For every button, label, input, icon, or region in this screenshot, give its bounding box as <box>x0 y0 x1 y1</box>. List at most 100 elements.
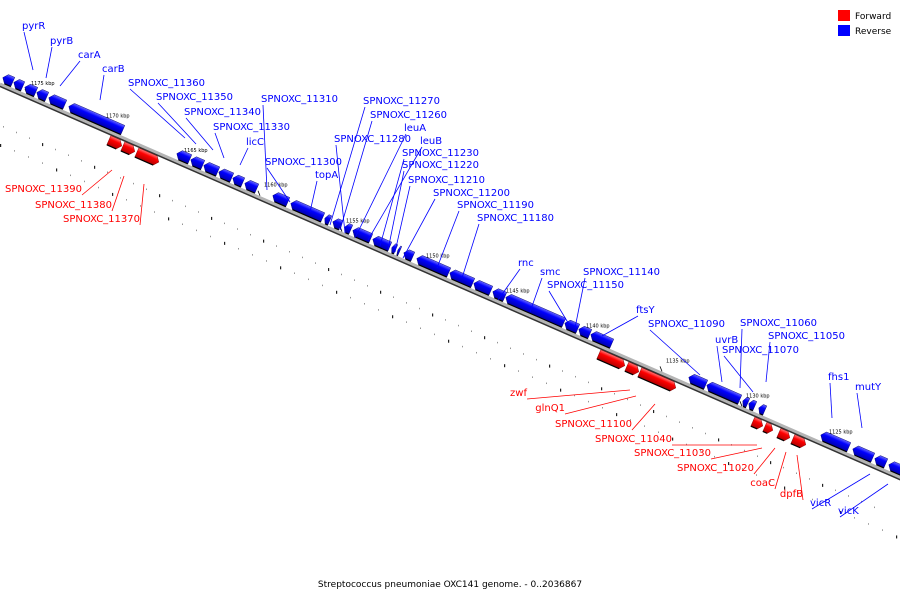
reverse-gene-arrow[interactable] <box>687 373 709 390</box>
gene-label-leub[interactable]: leuB <box>420 136 442 147</box>
gene-label-spnoxc-11310[interactable]: SPNOXC_11310 <box>261 94 338 105</box>
gene-label-spnoxc-11150[interactable]: SPNOXC_11150 <box>547 280 624 291</box>
map-caption: Streptococcus pneumoniae OXC141 genome. … <box>318 580 582 590</box>
gene-label-spnoxc-11190[interactable]: SPNOXC_11190 <box>457 200 534 211</box>
reverse-gene-arrow[interactable] <box>189 155 206 171</box>
reverse-gene-arrow[interactable] <box>243 179 260 194</box>
gene-label-pyrb[interactable]: pyrB <box>50 36 73 47</box>
gene-label-spnoxc-11030[interactable]: SPNOXC_11030 <box>634 448 711 459</box>
gene-label-spnoxc-11260[interactable]: SPNOXC_11260 <box>370 110 447 121</box>
guide-dot <box>523 353 524 355</box>
gene-label-topa[interactable]: topA <box>315 170 338 181</box>
reverse-gene-arrow[interactable] <box>747 399 758 412</box>
gene-label-spnoxc-11280[interactable]: SPNOXC_11280 <box>334 134 411 145</box>
leader-line-glnq1 <box>564 395 637 415</box>
gene-label-spnoxc-11050[interactable]: SPNOXC_11050 <box>768 331 845 342</box>
forward-gene-arrow[interactable] <box>596 349 627 371</box>
gene-label-spnoxc-11340[interactable]: SPNOXC_11340 <box>184 107 261 118</box>
gene-label-spnoxc-11270[interactable]: SPNOXC_11270 <box>363 96 440 107</box>
gene-label-spnoxc-11040[interactable]: SPNOXC_11040 <box>595 434 672 445</box>
gene-label-spnoxc-11020[interactable]: SPNOXC_11020 <box>677 463 754 474</box>
reverse-gene-arrow[interactable] <box>504 293 567 328</box>
forward-gene-arrow[interactable] <box>120 141 137 156</box>
forward-gene-arrow[interactable] <box>790 434 808 450</box>
reverse-gene-arrow[interactable] <box>231 173 246 188</box>
reverse-gene-arrow[interactable] <box>819 430 852 453</box>
forward-gene-arrow[interactable] <box>776 428 792 442</box>
gene-label-spnoxc-11300[interactable]: SPNOXC_11300 <box>265 157 342 168</box>
gene-label-spnoxc-11370[interactable]: SPNOXC_11370 <box>63 214 140 225</box>
reverse-gene-arrow[interactable] <box>202 161 221 177</box>
reverse-gene-arrow[interactable] <box>851 444 876 463</box>
gene-label-fhs1[interactable]: fhs1 <box>828 372 849 383</box>
reverse-gene-arrow[interactable] <box>396 245 403 257</box>
gene-label-spnoxc-11140[interactable]: SPNOXC_11140 <box>583 267 660 278</box>
gene-label-spnoxc-11090[interactable]: SPNOXC_11090 <box>648 319 725 330</box>
gene-label-spnoxc-11360[interactable]: SPNOXC_11360 <box>128 78 205 89</box>
reverse-gene-arrow[interactable] <box>217 167 235 183</box>
guide-dot <box>700 449 701 452</box>
reverse-gene-arrow[interactable] <box>873 454 889 469</box>
gene-label-licc[interactable]: licC <box>246 137 264 148</box>
gene-label-spnoxc-11180[interactable]: SPNOXC_11180 <box>477 213 554 224</box>
reverse-gene-arrow[interactable] <box>448 268 476 289</box>
gene-label-vicr[interactable]: vicR <box>810 498 831 509</box>
forward-gene-arrow[interactable] <box>750 416 765 431</box>
reverse-gene-arrow[interactable] <box>1 73 16 88</box>
gene-label-spnoxc-11350[interactable]: SPNOXC_11350 <box>156 92 233 103</box>
gene-label-glnq1[interactable]: glnQ1 <box>535 403 565 414</box>
gene-label-smc[interactable]: smc <box>540 267 560 278</box>
reverse-gene-arrow[interactable] <box>887 460 900 476</box>
gene-label-spnoxc-11380[interactable]: SPNOXC_11380 <box>35 200 112 211</box>
gene-label-spnoxc-11070[interactable]: SPNOXC_11070 <box>722 345 799 356</box>
reverse-gene-arrow[interactable] <box>351 226 374 244</box>
gene-label-pyrr[interactable]: pyrR <box>22 21 45 32</box>
forward-gene-arrow[interactable] <box>762 422 775 435</box>
reverse-gene-arrow[interactable] <box>35 88 50 102</box>
guide-dot <box>84 180 85 183</box>
reverse-gene-arrow[interactable] <box>741 396 751 409</box>
guide-dot <box>3 126 4 128</box>
gene-label-dpfb[interactable]: dpfB <box>780 489 803 500</box>
gene-label-carb[interactable]: carB <box>102 64 125 75</box>
reverse-gene-arrow[interactable] <box>12 78 26 92</box>
forward-gene-arrow[interactable] <box>106 135 124 151</box>
gene-label-spnoxc-11330[interactable]: SPNOXC_11330 <box>213 122 290 133</box>
gene-label-spnoxc-11210[interactable]: SPNOXC_11210 <box>408 175 485 186</box>
tick-mark <box>659 366 663 372</box>
forward-gene-arrow[interactable] <box>637 367 678 393</box>
gene-label-spnoxc-11220[interactable]: SPNOXC_11220 <box>402 160 479 171</box>
tick-mark <box>339 226 343 232</box>
gene-label-uvrb[interactable]: uvrB <box>715 335 738 346</box>
gene-label-vick[interactable]: vicK <box>838 506 859 517</box>
gene-label-ftsy[interactable]: ftsY <box>636 305 655 316</box>
reverse-gene-arrow[interactable] <box>175 149 193 165</box>
reverse-gene-arrow[interactable] <box>331 217 344 231</box>
gene-label-leua[interactable]: leuA <box>404 123 426 134</box>
gene-label-spnoxc-11230[interactable]: SPNOXC_11230 <box>402 148 479 159</box>
gene-label-rnc[interactable]: rnc <box>518 258 534 269</box>
forward-gene-arrow[interactable] <box>624 361 641 376</box>
reverse-gene-arrow[interactable] <box>402 248 416 262</box>
reverse-gene-arrow[interactable] <box>67 102 126 136</box>
gene-label-cara[interactable]: carA <box>78 50 101 61</box>
gene-label-spnoxc-11060[interactable]: SPNOXC_11060 <box>740 318 817 329</box>
reverse-gene-arrow[interactable] <box>705 381 743 405</box>
reverse-gene-arrow[interactable] <box>577 325 593 340</box>
reverse-gene-arrow[interactable] <box>47 93 68 110</box>
reverse-gene-arrow[interactable] <box>589 330 615 349</box>
reverse-gene-arrow[interactable] <box>757 403 768 416</box>
reverse-gene-arrow[interactable] <box>415 254 452 278</box>
reverse-gene-arrow[interactable] <box>23 83 39 98</box>
reverse-gene-arrow[interactable] <box>323 214 333 226</box>
gene-label-muty[interactable]: mutY <box>855 382 882 393</box>
gene-label-spnoxc-11100[interactable]: SPNOXC_11100 <box>555 419 632 430</box>
gene-label-spnoxc-11390[interactable]: SPNOXC_11390 <box>5 184 82 195</box>
forward-gene-arrow[interactable] <box>134 147 161 167</box>
reverse-gene-arrow[interactable] <box>472 279 494 296</box>
reverse-gene-arrow[interactable] <box>289 199 326 223</box>
reverse-gene-arrow[interactable] <box>343 222 354 235</box>
gene-label-spnoxc-11200[interactable]: SPNOXC_11200 <box>433 188 510 199</box>
gene-label-coac[interactable]: coaC <box>750 478 775 489</box>
gene-label-zwf[interactable]: zwf <box>510 388 527 399</box>
